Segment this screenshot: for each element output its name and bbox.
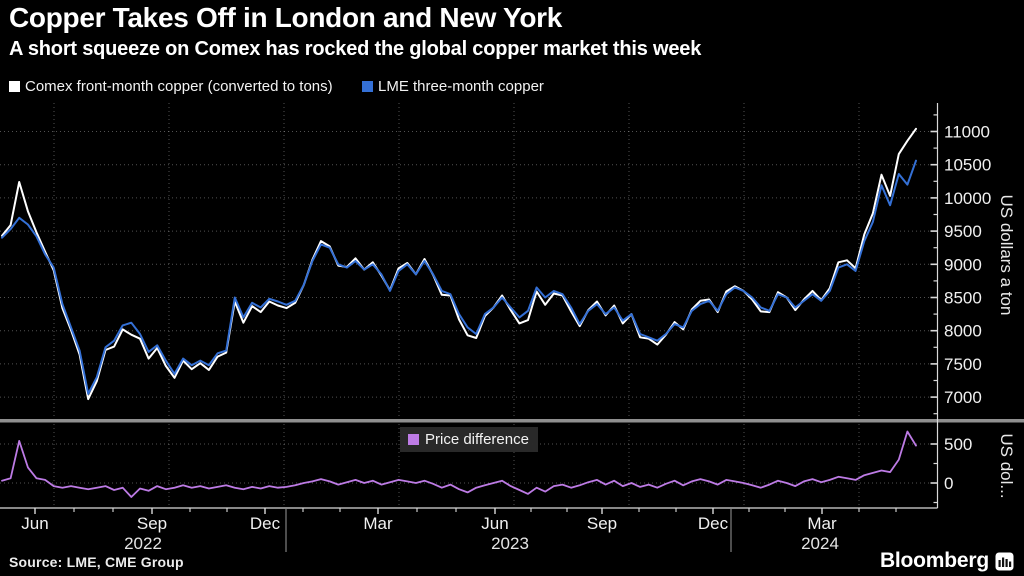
legend-label-price-difference: Price difference xyxy=(425,431,529,448)
y-axis-title-main: US dollars a ton xyxy=(997,195,1016,316)
y-tick-label: 8500 xyxy=(944,289,982,308)
x-tick-label: Jun xyxy=(21,514,48,533)
year-label: 2022 xyxy=(124,534,162,553)
x-tick-label: Sep xyxy=(137,514,167,533)
legend-item-comex: Comex front-month copper (converted to t… xyxy=(9,77,333,95)
price-difference-swatch-icon xyxy=(408,434,419,445)
bloomberg-wordmark: Bloomberg xyxy=(879,549,989,572)
y-tick-label: 11000 xyxy=(944,123,990,142)
x-tick-label: Dec xyxy=(250,514,281,533)
year-label: 2023 xyxy=(491,534,529,553)
y-tick-label: 8000 xyxy=(944,322,982,341)
year-label: 2024 xyxy=(801,534,839,553)
lme-swatch-icon xyxy=(362,80,373,92)
legend-item-price-difference: Price difference xyxy=(400,427,538,452)
y-tick-label: 500 xyxy=(944,435,972,454)
y-axis-title-diff: US dol... xyxy=(997,433,1016,498)
legend-label-comex: Comex front-month copper (converted to t… xyxy=(25,77,333,95)
y-tick-label: 7000 xyxy=(944,388,982,407)
panel-separator xyxy=(0,419,1024,423)
bloomberg-brand: Bloomberg xyxy=(880,549,1014,573)
axes-and-ticks xyxy=(0,103,1024,552)
series-lines xyxy=(1,127,917,498)
page-subtitle: A short squeeze on Comex has rocked the … xyxy=(9,38,702,60)
y-tick-label: 10000 xyxy=(944,189,991,208)
gridlines xyxy=(0,103,938,508)
x-tick-label: Mar xyxy=(363,514,393,533)
price-difference-series-line xyxy=(1,430,917,498)
x-tick-label: Mar xyxy=(807,514,837,533)
y-tick-label: 7500 xyxy=(944,355,982,374)
axis-labels: 7000 7500 8000 8500 9000 9500 10000 10500 11000 0… xyxy=(21,123,991,554)
comex-series-line xyxy=(1,127,917,401)
source-note: Source: LME, CME Group xyxy=(9,554,184,570)
page-title: Copper Takes Off in London and New York xyxy=(9,2,563,33)
y-tick-label: 10500 xyxy=(944,156,991,175)
lme-series-line xyxy=(1,159,917,395)
legend-item-lme: LME three-month copper xyxy=(362,77,544,95)
x-tick-label: Sep xyxy=(587,514,617,533)
y-tick-label: 9500 xyxy=(944,222,982,241)
comex-swatch-icon xyxy=(9,80,20,92)
bloomberg-logo-icon xyxy=(995,552,1014,570)
y-tick-label: 0 xyxy=(944,474,953,493)
x-tick-label: Dec xyxy=(698,514,729,533)
y-tick-label: 9000 xyxy=(944,255,982,274)
legend-label-lme: LME three-month copper xyxy=(378,77,544,95)
x-tick-label: Jun xyxy=(481,514,508,533)
